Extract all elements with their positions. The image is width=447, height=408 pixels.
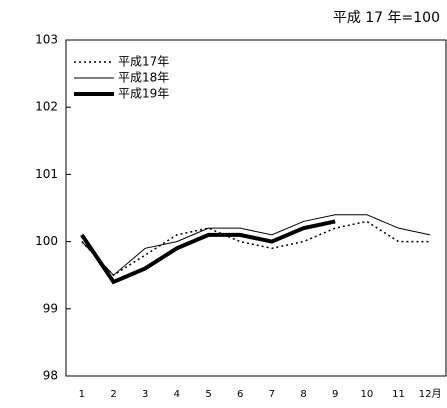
x-tick-label: 2 — [110, 389, 116, 400]
legend-label: 平成18年 — [118, 71, 169, 85]
x-tick-label: 6 — [237, 389, 243, 400]
x-tick-label: 5 — [205, 389, 211, 400]
plot-frame — [65, 39, 447, 377]
legend-label: 平成17年 — [118, 55, 169, 69]
x-tick-label: 11 — [392, 389, 405, 400]
y-tick-label: 100 — [35, 234, 58, 248]
x-tick-label: 4 — [174, 389, 180, 400]
y-tick-label: 103 — [35, 33, 58, 47]
x-tick-label: 9 — [332, 389, 338, 400]
y-tick-label: 102 — [35, 100, 58, 114]
x-tick-label: 10 — [360, 389, 373, 400]
x-tick-label: 8 — [300, 389, 306, 400]
series-line — [81, 214, 431, 276]
series-line — [81, 220, 431, 277]
y-tick-label: 101 — [35, 167, 58, 181]
x-tick-label: 1 — [79, 389, 85, 400]
y-tick-label: 99 — [43, 301, 58, 315]
series-line — [80, 219, 336, 285]
chart-subtitle: 平成 17 年=100 — [333, 10, 440, 26]
x-tick-label: 12月 — [419, 388, 442, 400]
legend-label: 平成19年 — [118, 87, 169, 101]
x-tick-label: 3 — [142, 389, 148, 400]
x-tick-label: 7 — [269, 389, 275, 400]
y-tick-label: 98 — [43, 369, 58, 383]
